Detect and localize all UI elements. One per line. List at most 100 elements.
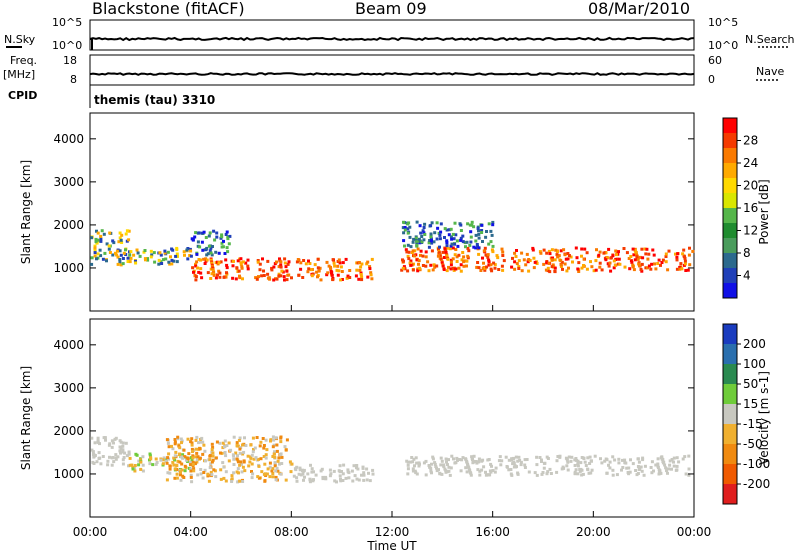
velocity-echo-cell xyxy=(271,467,275,471)
power-echo-cell xyxy=(302,259,306,262)
velocity-echo-cell xyxy=(491,469,495,472)
power-echo-cell xyxy=(227,242,231,246)
power-echo-cell xyxy=(451,267,455,270)
power-echo-cell xyxy=(129,256,133,260)
power-echo-cell xyxy=(95,241,99,245)
power-echo-cell xyxy=(222,275,226,279)
power-echo-cell xyxy=(218,271,222,275)
velocity-echo-cell xyxy=(459,469,463,473)
power-echo-cell xyxy=(445,244,449,248)
power-echo-cell xyxy=(474,246,478,250)
power-echo-cell xyxy=(432,263,436,267)
power-echo-cell xyxy=(678,267,682,271)
power-echo-cell xyxy=(266,272,270,276)
velocity-echo-cell xyxy=(265,472,269,476)
velocity-echo-cell xyxy=(275,466,279,470)
velocity-echo-cell xyxy=(567,455,571,459)
velocity-echo-cell xyxy=(250,462,254,466)
velocity-echo-cell xyxy=(235,441,239,445)
power-echo-cell xyxy=(330,273,334,277)
velocity-echo-cell xyxy=(224,454,228,458)
velocity-echo-cell xyxy=(636,457,640,461)
power-colorbar-swatch xyxy=(723,268,737,284)
velocity-echo-cell xyxy=(249,443,253,447)
power-echo-cell xyxy=(161,258,165,262)
velocity-echo-cell xyxy=(467,466,471,470)
power-echo-cell xyxy=(501,254,505,257)
velocity-echo-cell xyxy=(570,455,574,459)
velocity-colorbar-swatch xyxy=(723,464,737,485)
velocity-echo-cell xyxy=(352,464,356,468)
velocity-echo-cell xyxy=(194,438,198,442)
velocity-echo-cell xyxy=(429,466,433,470)
velocity-echo-cell xyxy=(237,439,241,442)
velocity-echo-cell xyxy=(542,461,546,465)
freq-trace xyxy=(89,72,695,76)
velocity-echo-cell xyxy=(308,478,312,482)
velocity-echo-cell xyxy=(191,460,195,464)
velocity-ytick-label: 1000 xyxy=(53,467,84,481)
power-echo-cell xyxy=(481,267,485,271)
velocity-echo-cell xyxy=(159,458,163,462)
power-echo-cell xyxy=(236,259,240,263)
velocity-echo-cell xyxy=(573,464,577,467)
power-echo-cell xyxy=(515,249,518,252)
power-echo-cell xyxy=(520,251,524,255)
power-echo-cell xyxy=(459,263,463,267)
nsky-left-tick-low: 10^0 xyxy=(52,39,82,52)
power-echo-cell xyxy=(136,251,140,255)
power-echo-cell xyxy=(622,247,626,250)
power-echo-cell xyxy=(283,278,286,282)
velocity-echo-cell xyxy=(194,447,198,451)
power-echo-cell xyxy=(511,256,514,260)
velocity-echo-cell xyxy=(542,466,546,470)
velocity-echo-cell xyxy=(93,454,97,457)
power-echo-cell xyxy=(94,237,98,241)
power-echo-cell xyxy=(659,263,662,267)
power-echo-cell xyxy=(407,257,411,261)
power-echo-cell xyxy=(612,259,616,263)
velocity-echo-cell xyxy=(511,462,515,466)
velocity-echo-cell xyxy=(306,472,310,476)
velocity-echo-cell xyxy=(659,471,663,475)
power-echo-cell xyxy=(465,264,468,268)
velocity-colorbar-tick-label: -200 xyxy=(743,477,770,491)
power-echo-cell xyxy=(580,247,584,251)
velocity-echo-cell xyxy=(621,466,625,469)
power-echo-cell xyxy=(108,231,112,235)
power-echo-cell xyxy=(546,269,550,273)
velocity-echo-cell xyxy=(196,455,200,459)
velocity-echo-cell xyxy=(650,471,654,475)
power-echo-cell xyxy=(163,251,167,255)
velocity-echo-cell xyxy=(256,475,260,479)
power-echo-cell xyxy=(225,230,229,234)
power-echo-cell xyxy=(687,253,691,257)
power-echo-cell xyxy=(157,262,161,266)
velocity-echo-cell xyxy=(443,467,447,471)
power-echo-cell xyxy=(198,245,202,249)
velocity-echo-cell xyxy=(279,436,283,440)
power-echo-cell xyxy=(551,256,554,260)
power-echo-cell xyxy=(116,262,120,266)
velocity-echo-cell xyxy=(133,466,137,470)
power-echo-cell xyxy=(585,251,589,255)
velocity-echo-cell xyxy=(494,466,498,470)
power-echo-cell xyxy=(617,257,621,261)
power-echo-cell xyxy=(206,252,210,256)
velocity-echo-cell xyxy=(464,458,468,462)
power-echo-cell xyxy=(422,226,426,229)
power-echo-cell xyxy=(125,229,129,233)
power-echo-cell xyxy=(239,257,243,261)
velocity-echo-cell xyxy=(239,460,243,464)
velocity-echo-cell xyxy=(199,472,203,476)
power-echo-cell xyxy=(489,267,493,271)
velocity-echo-cell xyxy=(279,453,283,457)
velocity-echo-cell xyxy=(510,473,514,477)
power-echo-cell xyxy=(370,277,374,281)
power-echo-cell xyxy=(485,265,489,269)
power-echo-cell xyxy=(560,260,564,264)
velocity-echo-layer xyxy=(90,435,691,484)
power-echo-cell xyxy=(460,258,464,262)
power-echo-cell xyxy=(559,265,563,268)
velocity-echo-cell xyxy=(413,464,416,468)
